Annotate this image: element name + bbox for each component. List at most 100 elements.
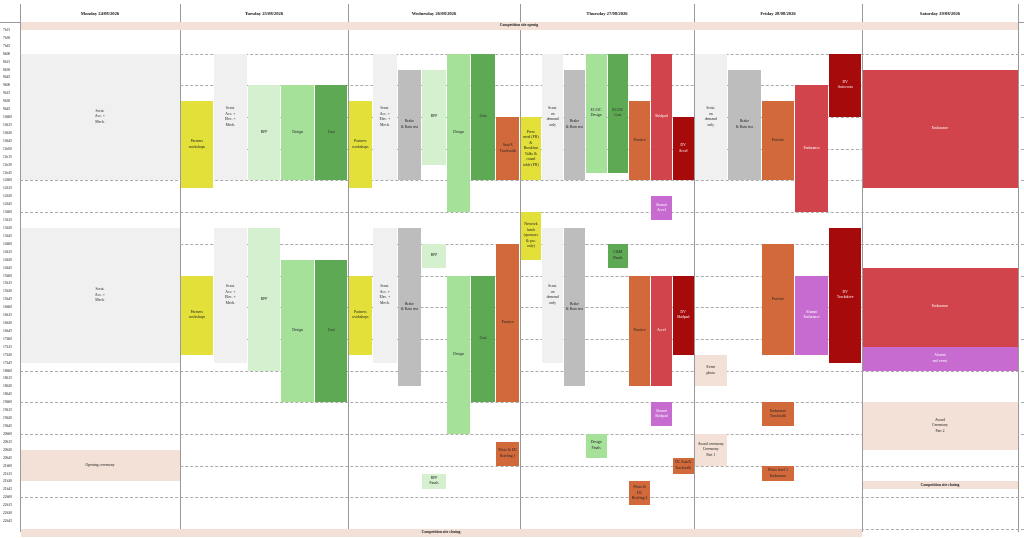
time-label: 18h30 [3,384,12,389]
schedule-event[interactable]: Event photo [694,354,728,387]
schedule-event[interactable]: DV Autocross [828,53,862,118]
schedule-event[interactable]: EC/OC Cost [607,53,629,173]
schedule-event[interactable]: Alumni Endurance [795,275,828,355]
event-label: Competition site openig [499,23,539,28]
event-label: C&M Finals [613,250,623,260]
schedule-event[interactable]: Partners workshops [180,275,214,355]
schedule-event[interactable]: Scrut. on demand only [542,53,563,181]
schedule-event[interactable]: Endurance [862,69,1018,189]
schedule-event[interactable]: Brake & Rain test [728,69,761,181]
schedule-event[interactable]: Practice [761,243,795,355]
schedule-event[interactable]: DV Trackdrive [828,227,862,363]
schedule-event[interactable]: Brake & Rain test [397,227,422,387]
day-separator [694,4,695,532]
event-label: Endurance Trackwalk [769,408,787,419]
schedule-event[interactable]: Design [446,275,471,434]
schedule-event[interactable]: Scrut. Acc. + Elec. + Mech. [373,227,397,363]
time-label: 11h30 [3,162,12,167]
event-label: Alumni end event [932,353,948,363]
schedule-event[interactable]: BPP [422,243,446,268]
schedule-event[interactable]: Competition site closing [862,481,1018,490]
event-label: Cost [479,336,487,341]
schedule-event[interactable]: Brake & Rain test [564,69,585,181]
schedule-event[interactable]: Partners workshops [348,101,373,189]
hour-gridline [20,433,1024,435]
time-label: 18h45 [3,392,12,397]
schedule-event[interactable]: Scrut. Acc. + Mech. [20,227,180,363]
schedule-event[interactable]: Alumni end event [862,346,1018,371]
schedule-event[interactable]: Brake & Rain test [564,227,585,387]
time-label: 10h30 [3,130,12,135]
schedule-event[interactable]: Pilots & DC Briefing 1 [495,441,520,466]
event-label: Alumni Endurance [803,309,820,320]
schedule-event[interactable]: Award Ceremony Part 2 [862,402,1018,450]
time-label: 9h15 [3,91,11,96]
schedule-event[interactable]: BPP Finals [422,473,446,490]
schedule-event[interactable]: Practice [629,101,650,181]
event-label: Practice [501,320,514,325]
schedule-event[interactable]: Endurance [795,85,828,213]
schedule-event[interactable]: Award ceremony Ceremony Part 1 [694,433,728,466]
schedule-event[interactable]: BPP [247,227,281,371]
time-label: 16h45 [3,328,12,333]
schedule-event[interactable]: Practice [761,101,795,181]
time-label: 22h30 [3,511,12,516]
schedule-event[interactable]: Cost [471,275,495,403]
schedule-event[interactable]: Pilots brief 3 Endurance [761,465,795,482]
schedule-event[interactable]: DV Skidpad [672,275,694,355]
schedule-event[interactable]: Scrut. Acc. + Elec. + Mech. [214,53,247,181]
schedule-event[interactable]: Pilots & DC Briefing 2 [629,481,650,506]
event-label: Scrut. Acc. + Mech. [94,287,106,303]
time-label: 19h00 [3,400,12,405]
schedule-event[interactable]: DC AutoX Trackwalk [672,457,694,474]
schedule-event[interactable]: Opening ceremony [20,449,180,482]
schedule-event[interactable]: Brake & Rain test [397,69,422,181]
schedule-event[interactable]: Scrut. on demand only [542,227,563,363]
schedule-event[interactable]: Endurance Trackwalk [761,402,795,427]
schedule-event[interactable]: Practice [495,243,520,403]
schedule-event[interactable]: EC/OC Design [585,53,607,173]
schedule-event[interactable]: Endurance [862,267,1018,347]
schedule-event[interactable]: Scrut. on demand only [694,53,728,181]
schedule-event[interactable]: AutoX Trackwalk [495,117,520,181]
schedule-event[interactable]: Competition site closing [20,529,862,537]
time-label: 7h15 [3,27,11,32]
schedule-event[interactable]: Alumni Accel [651,196,672,221]
schedule-event[interactable]: Competition site openig [20,22,1018,30]
schedule-event[interactable]: BPP [422,69,446,165]
time-label: 16h00 [3,305,12,310]
schedule-event[interactable]: Network lunch (sponsors & pro. only) [520,212,542,260]
event-label: BPP [430,114,438,119]
time-label: 19h15 [3,408,12,413]
day-header: Wednesday 26/08/2026 [411,10,457,16]
schedule-event[interactable]: C&M Finals [607,243,629,268]
schedule-event[interactable]: Design [281,85,314,181]
schedule-event[interactable]: Partners workshops [180,101,214,189]
schedule-event[interactable]: Cost [471,53,495,181]
schedule-event[interactable]: Press meal (FR) & Breakfast Talks & roun… [520,117,542,181]
schedule-event[interactable]: Scrut. Acc. + Elec. + Mech. [214,227,247,363]
time-label: 9h45 [3,107,11,112]
schedule-event[interactable]: Cost [314,259,348,403]
schedule-event[interactable]: DV Accel [672,117,694,181]
day-header: Tuesday 25/08/2026 [244,10,284,16]
day-separator [348,4,349,532]
schedule-event[interactable]: Scrut. Acc. + Mech. [20,53,180,181]
schedule-event[interactable]: BPP [247,85,281,181]
schedule-event[interactable]: Design Finals [585,433,607,458]
schedule-event[interactable]: Partners workshops [348,275,373,355]
schedule-event[interactable]: Accel [651,275,672,387]
schedule-event[interactable]: Practice [629,275,650,387]
time-label: 9h00 [3,83,11,88]
event-label: Cost [479,114,487,119]
schedule-event[interactable]: Design [446,53,471,213]
event-label: Pilots brief 3 Endurance [768,468,788,478]
schedule-event[interactable]: Scrut. Acc. + Elec. + Mech. [373,53,397,181]
schedule-event[interactable]: Design [281,259,314,403]
time-label: 21h00 [3,463,12,468]
day-header: Saturday 29/08/2026 [919,10,961,16]
time-label: 10h00 [3,115,12,120]
schedule-event[interactable]: Cost [314,85,348,181]
schedule-event[interactable]: Skidpad [651,53,672,181]
schedule-event[interactable]: Alumni Skidpad [651,402,672,427]
